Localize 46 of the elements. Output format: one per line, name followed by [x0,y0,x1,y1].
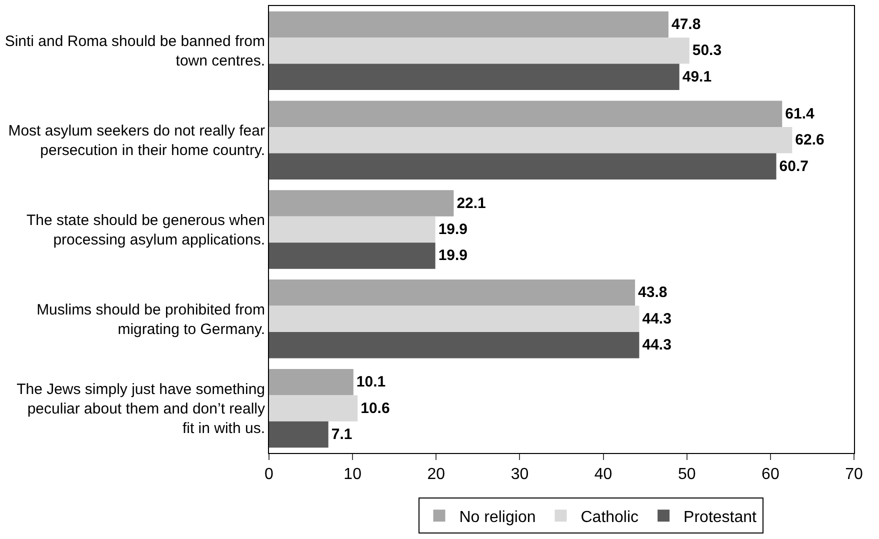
data-label: 50.3 [692,42,722,60]
y-tick-label: The Jews simply just have something peculiar about them and don’t really fit in with us. [16,381,266,438]
x-tick-label: 40 [594,466,612,484]
x-tick-label: 70 [845,466,863,484]
data-label: 10.6 [360,400,390,417]
data-label: 19.9 [438,247,468,264]
bar [269,100,782,127]
data-label: 22.1 [456,194,486,212]
bar [269,332,640,358]
x-tick-label: 0 [264,466,274,484]
bar [269,421,328,448]
y-tick-label: Most asylum seekers do not really fear persecution in their home country. [8,122,265,160]
bar [269,242,436,269]
legend-label: Catholic [580,508,639,526]
bar [269,368,354,396]
data-label: 47.8 [671,16,701,33]
bar [269,126,792,154]
legend-label: Protestant [684,508,758,526]
data-label: 10.1 [356,374,386,391]
bar [269,306,640,332]
bar [269,216,436,243]
data-label: 19.9 [438,221,468,238]
data-label: 44.3 [642,336,672,354]
y-tick-label: The state should be generous when processing asylum applications. [26,212,265,248]
bar [269,190,454,216]
x-tick-label: 60 [762,466,780,484]
bar [269,280,636,306]
data-label: 43.8 [638,284,668,302]
bar [269,11,668,38]
bar [269,153,776,180]
x-tick-label: 30 [510,466,529,484]
y-tick-label: Muslims should be prohibited from migrating to Germany. [36,301,265,338]
bar [269,395,358,422]
data-label: 7.1 [331,426,352,444]
data-label: 62.6 [795,132,824,149]
legend-label: No religion [459,508,536,526]
data-label: 44.3 [642,310,672,328]
x-tick-label: 10 [344,466,362,484]
data-label: 60.7 [779,158,808,175]
x-tick-label: 50 [678,466,696,484]
bar [269,38,690,64]
data-label: 61.4 [785,105,815,122]
bar [269,64,680,90]
y-tick-label: Sinti and Roma should be banned from town centres. [4,33,265,70]
data-label: 49.1 [682,68,712,86]
x-tick-label: 20 [427,466,446,484]
